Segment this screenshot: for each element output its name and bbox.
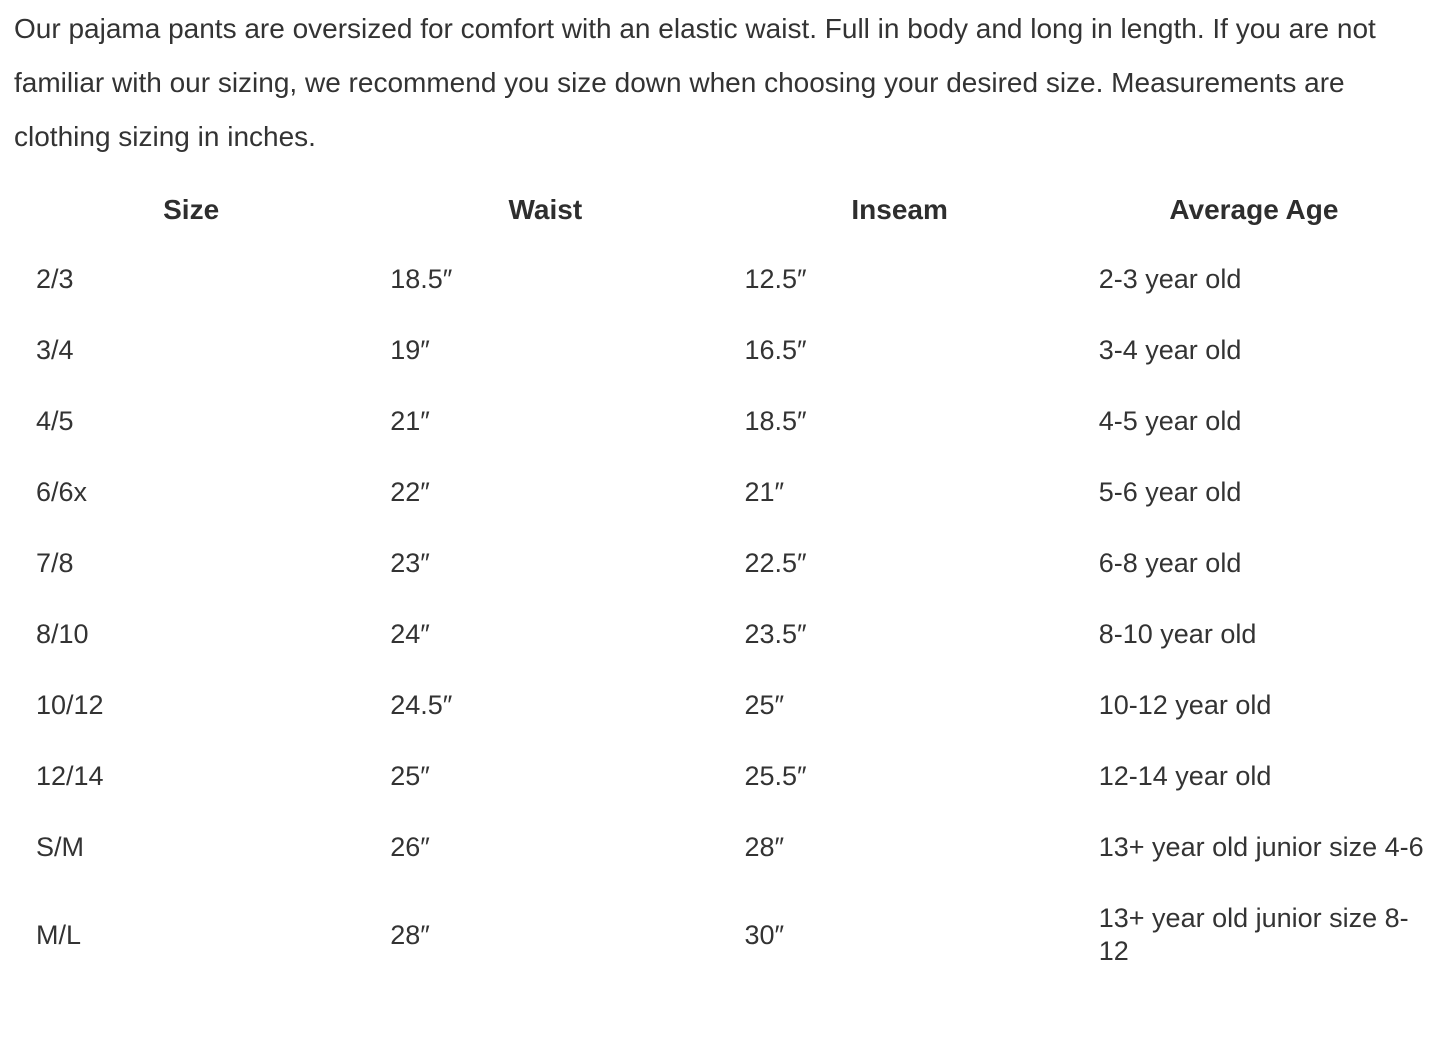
inseam-cell: 18.5″ <box>744 406 807 436</box>
inseam-cell: 12.5″ <box>744 264 807 294</box>
size-cell: 8/10 <box>36 619 89 649</box>
age-cell: 4-5 year old <box>1098 406 1242 436</box>
waist-cell: 18.5″ <box>390 264 453 294</box>
sizing-intro-paragraph: Our pajama pants are oversized for comfo… <box>14 13 1376 152</box>
waist-cell: 19″ <box>390 335 430 365</box>
size-cell: 12/14 <box>36 761 104 791</box>
size-table-body: 2/3 18.5″ 12.5″ 2-3 year old 3/4 19″ 16.5″ 3-4 … <box>14 244 1431 987</box>
size-cell: 2/3 <box>36 264 74 294</box>
table-row: 2/3 18.5″ 12.5″ 2-3 year old <box>14 244 1431 315</box>
age-cell: 3-4 year old <box>1098 335 1242 365</box>
size-cell: M/L <box>36 919 82 950</box>
age-cell: 2-3 year old <box>1098 264 1242 294</box>
age-cell: 13+ year old junior size 8-12 <box>1098 903 1409 966</box>
size-cell: 10/12 <box>36 690 104 720</box>
waist-cell: 23″ <box>390 548 430 578</box>
size-cell: 6/6x <box>36 477 88 507</box>
size-cell: S/M <box>36 832 85 862</box>
table-row: 4/5 21″ 18.5″ 4-5 year old <box>14 386 1431 457</box>
inseam-cell: 25.5″ <box>744 761 807 791</box>
table-row: 6/6x 22″ 21″ 5-6 year old <box>14 457 1431 528</box>
age-cell: 13+ year old junior size 4-6 <box>1098 832 1424 862</box>
table-row: 12/14 25″ 25.5″ 12-14 year old <box>14 741 1431 812</box>
size-chart-table: Size Waist Inseam Average Age 2/3 18.5″ 12… <box>14 176 1431 987</box>
table-row: 3/4 19″ 16.5″ 3-4 year old <box>14 315 1431 386</box>
age-cell: 10-12 year old <box>1098 690 1272 720</box>
table-row: M/L 28″ 30″ 13+ year old junior size 8-12 <box>14 883 1431 987</box>
column-header-waist: Waist <box>508 194 583 225</box>
header-row: Size Waist Inseam Average Age <box>14 176 1431 244</box>
table-row: 10/12 24.5″ 25″ 10-12 year old <box>14 670 1431 741</box>
table-row: 7/8 23″ 22.5″ 6-8 year old <box>14 528 1431 599</box>
inseam-cell: 21″ <box>744 477 785 507</box>
age-cell: 5-6 year old <box>1098 477 1242 507</box>
inseam-cell: 22.5″ <box>744 548 807 578</box>
size-chart-header: Size Waist Inseam Average Age <box>14 176 1431 244</box>
inseam-cell: 16.5″ <box>744 335 807 365</box>
age-cell: 12-14 year old <box>1098 761 1272 791</box>
waist-cell: 24″ <box>390 619 430 649</box>
inseam-cell: 30″ <box>744 919 785 950</box>
column-header-size: Size <box>163 194 220 225</box>
column-header-average-age: Average Age <box>1169 194 1339 225</box>
inseam-cell: 23.5″ <box>744 619 807 649</box>
age-cell: 8-10 year old <box>1098 619 1257 649</box>
waist-cell: 28″ <box>390 919 430 950</box>
age-cell: 6-8 year old <box>1098 548 1242 578</box>
table-row: S/M 26″ 28″ 13+ year old junior size 4-6 <box>14 812 1431 883</box>
waist-cell: 21″ <box>390 406 430 436</box>
waist-cell: 22″ <box>390 477 430 507</box>
size-cell: 3/4 <box>36 335 74 365</box>
waist-cell: 24.5″ <box>390 690 453 720</box>
size-cell: 4/5 <box>36 406 74 436</box>
inseam-cell: 28″ <box>744 832 785 862</box>
inseam-cell: 25″ <box>744 690 785 720</box>
column-header-inseam: Inseam <box>851 194 948 225</box>
waist-cell: 25″ <box>390 761 430 791</box>
table-row: 8/10 24″ 23.5″ 8-10 year old <box>14 599 1431 670</box>
waist-cell: 26″ <box>390 832 430 862</box>
size-cell: 7/8 <box>36 548 74 578</box>
